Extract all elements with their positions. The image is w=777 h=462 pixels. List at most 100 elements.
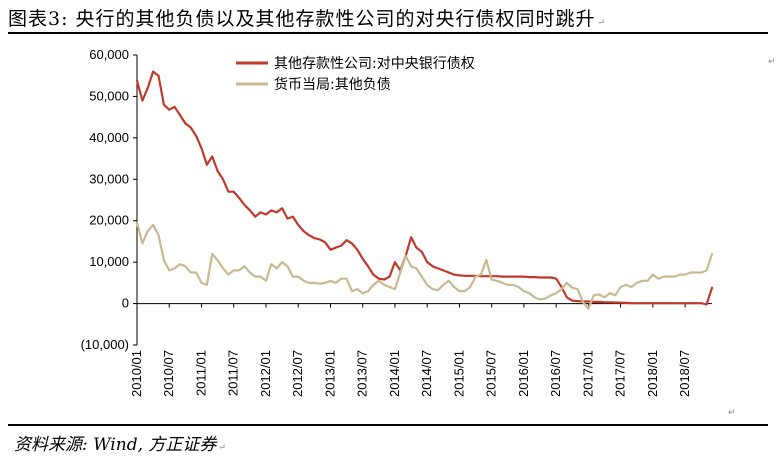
series-2-point — [367, 290, 369, 292]
series-2-point — [657, 277, 660, 280]
series-2-point — [351, 290, 353, 292]
series-1-point — [334, 246, 337, 249]
x-tick-label: 2014/01 — [387, 350, 402, 397]
series-2-point — [566, 282, 568, 284]
x-tick-label: 2010/07 — [161, 350, 176, 397]
series-2-point — [195, 271, 198, 274]
series-1-point — [657, 302, 660, 305]
series-2-point — [480, 273, 482, 276]
series-1-point — [533, 276, 536, 278]
series-1-point — [506, 275, 509, 278]
series-1-point — [302, 230, 305, 233]
series-2-point — [506, 284, 509, 286]
return-mark: ↵ — [597, 18, 607, 28]
series-2-point — [249, 271, 251, 274]
series-2-point — [544, 297, 547, 300]
title-rule — [8, 32, 768, 34]
series-1-point — [163, 103, 165, 106]
series-1-point — [136, 79, 138, 82]
series-1-point — [523, 275, 525, 278]
x-tick-label: 2011/01 — [193, 350, 208, 396]
series-1-point — [227, 190, 230, 193]
y-tick-label: (10,000) — [81, 337, 129, 352]
y-tick-label: 0 — [122, 296, 129, 311]
series-2-point — [678, 273, 681, 276]
x-tick-label: 2012/07 — [290, 350, 305, 397]
series-1-point — [662, 302, 665, 305]
series-1-point — [576, 300, 579, 302]
series-2-point — [157, 234, 160, 237]
series-1-point — [458, 274, 461, 277]
series-2-point — [404, 255, 407, 257]
series-2-point — [501, 282, 504, 284]
figure-source-text: 资料来源: Wind, 方正证券 — [14, 435, 217, 455]
x-tick-label: 2018/01 — [645, 350, 660, 397]
series-2-point — [222, 267, 224, 270]
series-2-point — [442, 284, 445, 286]
series-2-point — [141, 242, 144, 245]
x-tick-label: 2010/01 — [129, 350, 144, 397]
series-1-point — [146, 87, 149, 89]
series-2-point — [340, 277, 343, 280]
series-2-point — [361, 292, 364, 295]
series-2-point — [146, 230, 149, 233]
series-2-point — [582, 301, 584, 304]
y-tick-label: 10,000 — [89, 254, 129, 269]
series-2-point — [189, 271, 192, 274]
series-2-point — [517, 286, 520, 288]
series-2-point — [695, 271, 697, 274]
series-2-point — [496, 279, 498, 282]
series-2-point — [377, 279, 380, 282]
series-2-point — [635, 282, 638, 284]
series-2-point — [609, 292, 611, 295]
series-1-point — [157, 74, 160, 77]
series-1-point — [383, 278, 386, 281]
chart-axes: (10,000) 0 10,000 20,000 30,000 40,000 50,000 6… — [81, 47, 712, 397]
series-1-point — [625, 302, 627, 304]
series-1-point — [544, 276, 547, 279]
series-2-point — [625, 284, 627, 286]
series-1-point — [367, 265, 369, 268]
series-2-point — [431, 288, 434, 290]
series-2-point — [308, 282, 310, 284]
series-1-point — [141, 99, 144, 102]
series-2-point — [388, 286, 391, 288]
series-1-point — [689, 302, 692, 305]
series-2-point — [184, 265, 187, 268]
series-1-point — [684, 302, 686, 305]
series-2-point — [485, 259, 488, 261]
series-1-point — [678, 302, 681, 305]
series-1-point — [453, 273, 455, 276]
series-1-point — [238, 197, 241, 199]
series-1-point — [652, 302, 654, 305]
series-1-point — [275, 211, 278, 214]
x-tick-label: 2011/07 — [226, 350, 241, 396]
x-tick-label: 2012/01 — [258, 350, 273, 397]
series-2-point — [447, 279, 450, 282]
series-1-point — [243, 204, 246, 206]
series-1-point — [646, 302, 649, 305]
series-1-point — [619, 301, 622, 304]
series-2-point — [356, 288, 359, 290]
series-2-point — [453, 286, 455, 288]
series-1-point — [222, 178, 224, 181]
series-2-point — [646, 279, 649, 282]
series-2-point — [641, 279, 643, 282]
edge-return-mark-1: ↵ — [768, 57, 776, 67]
series-2-point — [291, 275, 294, 278]
series-1-point — [179, 114, 181, 116]
series-1-point — [711, 286, 713, 289]
y-tick-label: 20,000 — [89, 213, 129, 228]
series-2-point — [163, 259, 165, 261]
series-2-point — [211, 253, 214, 255]
series-2-point — [458, 290, 461, 292]
series-2-point — [270, 263, 273, 266]
series-2-point — [630, 286, 633, 288]
series-2-point — [383, 284, 386, 286]
series-2-point — [324, 282, 326, 284]
series-1-point — [420, 250, 423, 253]
series-1-point — [496, 275, 498, 278]
series-2-point — [598, 293, 600, 296]
series-1-point — [517, 275, 520, 278]
series-2-point — [555, 292, 558, 295]
